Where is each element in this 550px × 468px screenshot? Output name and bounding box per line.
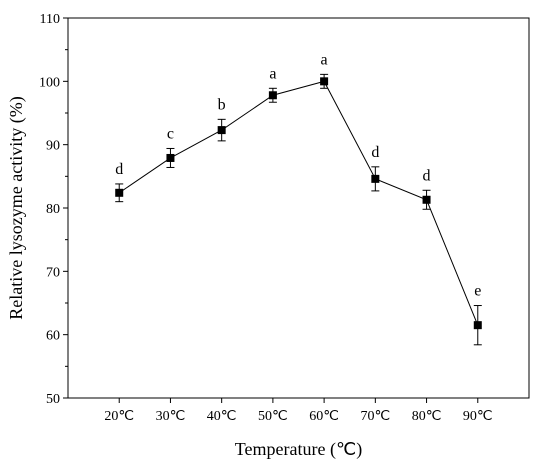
axes — [67, 17, 530, 399]
data-point — [422, 195, 431, 204]
data-point — [268, 91, 277, 100]
significance-label: d — [423, 167, 431, 184]
significance-label: d — [371, 144, 379, 161]
x-tick-label: 80℃ — [412, 409, 442, 424]
y-ticks: 50 60 70 80 90 100 110 — [39, 12, 68, 407]
x-tick-label: 40℃ — [207, 409, 237, 424]
data-point — [217, 126, 226, 135]
data-point — [473, 321, 482, 330]
y-tick-label: 80 — [46, 202, 60, 217]
significance-label: c — [167, 125, 174, 142]
significance-label: d — [115, 161, 123, 178]
significance-label: a — [269, 65, 276, 82]
data-point — [320, 77, 329, 86]
y-tick-label: 100 — [39, 75, 60, 90]
x-tick-label: 90℃ — [463, 409, 493, 424]
y-tick-label: 50 — [46, 392, 60, 407]
x-tick-label: 20℃ — [104, 409, 134, 424]
x-tick-label: 60℃ — [309, 409, 339, 424]
data-point — [166, 153, 175, 162]
data-point — [371, 174, 380, 183]
x-tick-label: 30℃ — [156, 409, 186, 424]
significance-label: e — [474, 283, 481, 300]
significance-label: b — [218, 96, 226, 113]
y-tick-label: 110 — [40, 12, 60, 27]
x-tick-label: 50℃ — [258, 409, 288, 424]
significance-label: a — [321, 51, 328, 68]
series-group: d c b a a d d e — [115, 51, 482, 346]
y-tick-label: 60 — [46, 329, 60, 344]
y-tick-label: 70 — [46, 265, 60, 280]
x-tick-label: 70℃ — [360, 409, 390, 424]
y-tick-label: 90 — [46, 139, 60, 154]
y-axis-title: Relative lysozyme activity (%) — [6, 96, 27, 319]
plot-frame — [67, 17, 530, 399]
data-point — [115, 188, 124, 197]
x-axis-title: Temperature (℃) — [235, 439, 362, 460]
series-line — [118, 80, 479, 326]
x-ticks: 20℃ 30℃ 40℃ 50℃ 60℃ 70℃ 80℃ 90℃ — [104, 398, 493, 424]
